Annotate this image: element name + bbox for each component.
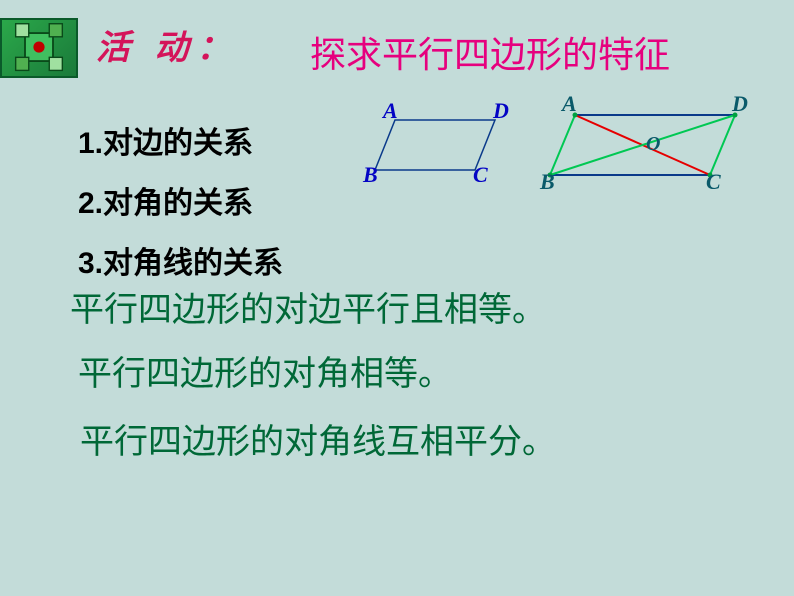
conclusion-3: 平行四边形的对角线互相平分。 — [80, 414, 556, 463]
label-O: O — [646, 133, 660, 156]
list-item-3: 3.对角线的关系 — [78, 238, 283, 282]
conclusion-1: 平行四边形的对边平行且相等。 — [70, 282, 546, 331]
label-C1: C — [473, 162, 488, 188]
decorative-header-icon — [0, 18, 78, 78]
label-B1: B — [363, 162, 378, 188]
page-title: 探求平行四边形的特征 — [310, 26, 670, 78]
label-C2: C — [706, 169, 721, 195]
conclusion-2: 平行四边形的对角相等。 — [78, 346, 452, 395]
list-item-2: 2.对角的关系 — [78, 178, 283, 222]
label-B2: B — [540, 169, 555, 195]
label-D1: D — [493, 98, 509, 124]
parallelogram-diagram-1: A D C B — [365, 100, 525, 190]
parallelogram-diagram-2: A D C B O — [540, 95, 750, 195]
label-D2: D — [732, 91, 748, 117]
relation-list: 1.对边的关系 2.对角的关系 3.对角线的关系 — [78, 118, 283, 298]
activity-label: 活 动： — [96, 20, 239, 69]
list-item-1: 1.对边的关系 — [78, 118, 283, 162]
label-A2: A — [562, 91, 577, 117]
label-A1: A — [383, 98, 398, 124]
